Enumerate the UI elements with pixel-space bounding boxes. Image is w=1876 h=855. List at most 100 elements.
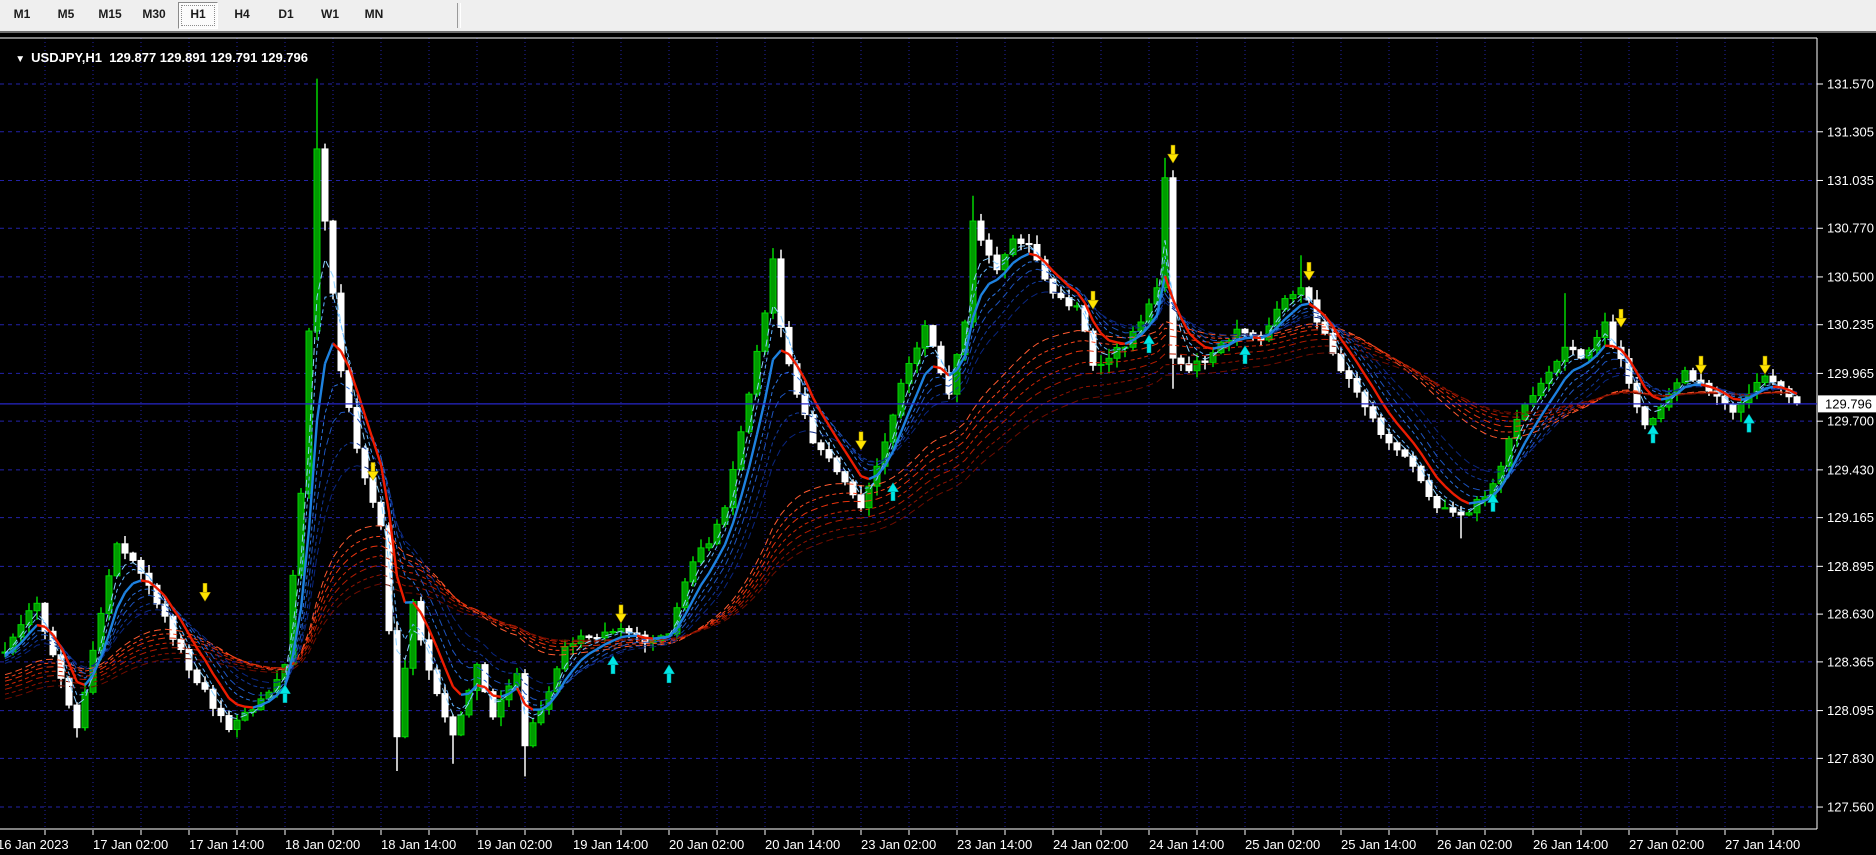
trend-ma-segment bbox=[1515, 442, 1527, 459]
trend-ma-segment bbox=[1564, 369, 1574, 380]
candle-down bbox=[1449, 507, 1457, 513]
candle-up bbox=[729, 469, 737, 509]
trend-ma-segment bbox=[115, 591, 127, 609]
trend-ma-segment bbox=[620, 634, 630, 639]
trend-ma-segment bbox=[1244, 336, 1254, 340]
price-tick-label: 131.305 bbox=[1827, 124, 1874, 139]
trend-ma-segment bbox=[731, 496, 743, 524]
buy-arrow[interactable] bbox=[1487, 493, 1499, 512]
timeframe-button-m15[interactable]: M15 bbox=[98, 7, 122, 21]
candle-down bbox=[1345, 370, 1353, 379]
candle-down bbox=[1361, 391, 1369, 408]
timeframe-button-w1[interactable]: W1 bbox=[321, 7, 339, 21]
trend-ma-segment bbox=[763, 359, 775, 400]
candle-up bbox=[465, 689, 473, 716]
sell-arrow[interactable] bbox=[1759, 355, 1771, 375]
sell-arrow[interactable] bbox=[1167, 144, 1179, 164]
candle-down bbox=[73, 704, 81, 729]
candle-down bbox=[1769, 375, 1777, 383]
time-axis[interactable]: 16 Jan 2023 17 Jan 02:00 17 Jan 14:00 18 Ja… bbox=[0, 830, 1800, 852]
sell-arrow[interactable] bbox=[615, 604, 627, 624]
trend-ma-segment bbox=[1371, 386, 1383, 402]
trend-ma-segment bbox=[1676, 386, 1686, 395]
sell-arrow[interactable] bbox=[1615, 308, 1627, 328]
trend-ma-segment bbox=[1076, 291, 1086, 304]
time-tick-label: 18 Jan 14:00 bbox=[381, 837, 456, 852]
trend-ma-segment bbox=[1507, 457, 1519, 475]
trend-ma-segment bbox=[1668, 392, 1678, 400]
buy-arrow[interactable] bbox=[1647, 424, 1659, 444]
trend-ma-segment bbox=[1724, 392, 1734, 400]
candle-down bbox=[929, 325, 937, 347]
candle-down bbox=[185, 648, 193, 671]
buy-arrow[interactable] bbox=[1743, 413, 1755, 433]
trend-ma-segment bbox=[548, 693, 558, 706]
buy-arrow[interactable] bbox=[1239, 345, 1251, 364]
chart-background[interactable] bbox=[0, 33, 1876, 855]
trend-ma-segment bbox=[395, 575, 407, 603]
timeframe-button-mn[interactable]: MN bbox=[364, 7, 384, 21]
current-price-label: 129.796 bbox=[1825, 396, 1872, 411]
trend-ma-segment bbox=[1460, 498, 1470, 505]
trend-ma-segment bbox=[1476, 499, 1486, 504]
candle-up bbox=[921, 325, 929, 349]
trend-ma-segment bbox=[683, 599, 695, 616]
sell-arrow[interactable] bbox=[1303, 262, 1315, 281]
trend-ma-segment bbox=[1300, 302, 1310, 307]
timeframe-button-m5[interactable]: M5 bbox=[57, 7, 75, 21]
candle-up bbox=[1289, 294, 1297, 300]
candle-down bbox=[1025, 242, 1033, 246]
trend-ma-segment bbox=[564, 669, 574, 682]
sell-arrow[interactable] bbox=[1087, 290, 1099, 310]
trend-ma-segment bbox=[468, 684, 478, 695]
buy-arrow[interactable] bbox=[1143, 334, 1155, 354]
trend-ma-segment bbox=[1044, 261, 1054, 272]
trend-ma-segment bbox=[323, 343, 335, 365]
candle-up bbox=[401, 667, 409, 738]
trend-ma-segment bbox=[1468, 501, 1478, 505]
time-tick-label: 16 Jan 2023 bbox=[0, 837, 69, 852]
candle-up bbox=[745, 393, 753, 433]
candle-down bbox=[1577, 349, 1585, 359]
trend-ma-segment bbox=[1060, 277, 1070, 288]
trend-ma-segment bbox=[291, 608, 303, 655]
timeframe-button-d1[interactable]: D1 bbox=[278, 7, 294, 21]
buy-arrow[interactable] bbox=[887, 482, 899, 501]
timeframe-button-h1[interactable]: H1 bbox=[178, 2, 218, 29]
timeframe-button-m1[interactable]: M1 bbox=[13, 7, 31, 21]
candle-up bbox=[689, 561, 697, 583]
trend-ma-segment bbox=[347, 366, 359, 391]
sell-arrow[interactable] bbox=[367, 462, 379, 481]
trend-ma-segment bbox=[12, 642, 22, 652]
trend-ma-segment bbox=[435, 647, 447, 668]
candle-down bbox=[361, 447, 369, 479]
time-tick-label: 26 Jan 02:00 bbox=[1437, 837, 1512, 852]
candle-up bbox=[1497, 465, 1505, 485]
candle-down bbox=[377, 501, 385, 527]
sell-arrow[interactable] bbox=[199, 583, 211, 602]
candle-up bbox=[697, 547, 705, 563]
buy-arrow[interactable] bbox=[607, 655, 619, 675]
trend-ma-segment bbox=[1684, 383, 1694, 389]
trend-ma-segment bbox=[20, 632, 30, 644]
trend-ma-segment bbox=[660, 635, 670, 639]
buy-arrow[interactable] bbox=[663, 664, 675, 684]
trend-ma-segment bbox=[1404, 432, 1414, 444]
timeframe-button-h4[interactable]: H4 bbox=[234, 7, 250, 21]
trend-ma-segment bbox=[1388, 412, 1398, 425]
sell-arrow[interactable] bbox=[1695, 355, 1707, 375]
timeframe-button-m30[interactable]: M30 bbox=[142, 7, 166, 21]
trend-ma-segment bbox=[212, 673, 222, 687]
candle-down bbox=[161, 603, 169, 617]
trend-ma-segment bbox=[788, 353, 798, 367]
trend-ma-segment bbox=[636, 634, 646, 639]
buy-arrow[interactable] bbox=[279, 684, 291, 703]
sell-arrow[interactable] bbox=[855, 431, 867, 451]
price-axis[interactable]: 131.570 131.305 131.035 130.770 130.500 130.2… bbox=[1817, 77, 1876, 815]
symbol-dropdown-icon[interactable]: ▼ bbox=[15, 54, 26, 65]
trend-ma-segment bbox=[1499, 472, 1511, 489]
candle-down bbox=[369, 477, 377, 503]
candle-up bbox=[705, 543, 713, 549]
trend-ma-segment bbox=[868, 474, 878, 481]
